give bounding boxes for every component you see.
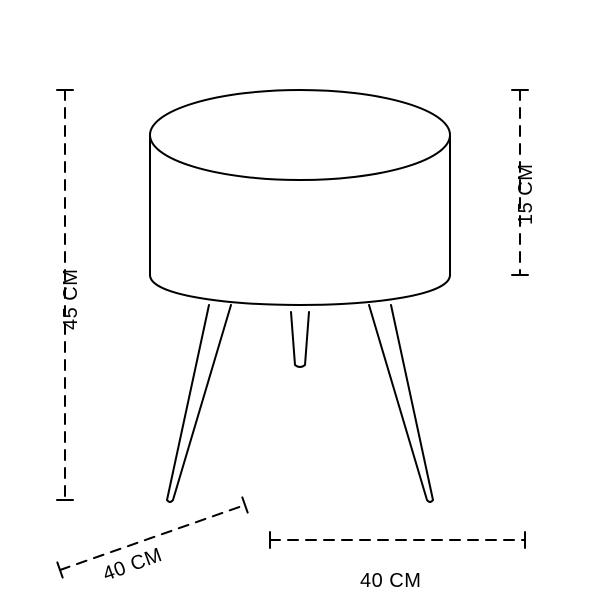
label-seat-height: 15 CM (515, 164, 538, 225)
dimension-diagram: 45 CM 15 CM 40 CM 40 CM (0, 0, 600, 600)
label-height-total: 45 CM (60, 269, 83, 330)
diagram-svg (0, 0, 600, 600)
label-width-front: 40 CM (360, 570, 421, 593)
